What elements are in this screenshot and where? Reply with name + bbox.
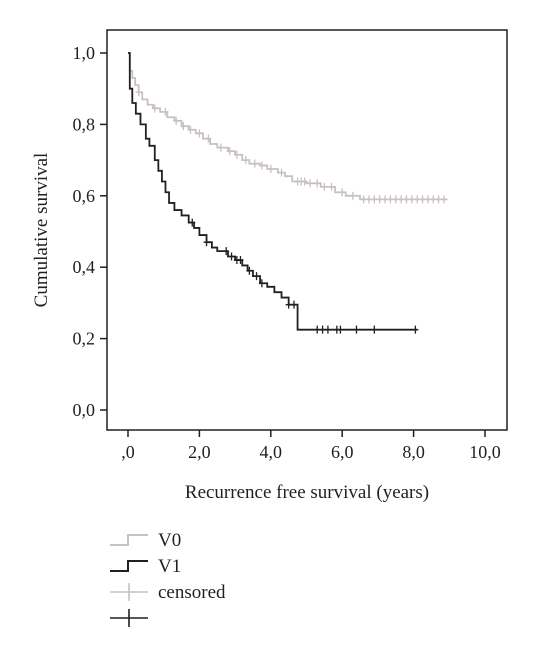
censor-mark xyxy=(223,247,230,256)
x-axis-ticks: ,0 2,0 4,0 6,0 8,0 10,0 xyxy=(121,430,501,462)
censor-mark xyxy=(217,143,224,152)
censor-mark xyxy=(398,195,405,204)
censor-mark xyxy=(403,195,410,204)
censor-mark xyxy=(321,182,328,191)
censor-mark xyxy=(412,325,419,334)
plot-area: ,0 2,0 4,0 6,0 8,0 10,0 0,0 0,2 0,4 0,6 0,8 1,0 xyxy=(73,29,508,462)
x-tick-label: 4,0 xyxy=(260,442,283,462)
y-tick-label: 0,8 xyxy=(73,114,96,134)
censor-mark xyxy=(328,182,335,191)
censor-mark xyxy=(301,177,308,186)
censor-mark xyxy=(253,272,260,281)
x-tick-label: 6,0 xyxy=(331,442,354,462)
legend-step-v0 xyxy=(110,534,148,546)
censor-mark xyxy=(360,195,367,204)
censor-mark xyxy=(435,195,442,204)
censor-mark xyxy=(285,300,292,309)
censor-mark xyxy=(324,325,331,334)
x-tick-label: 2,0 xyxy=(188,442,211,462)
censor-mark xyxy=(180,122,187,131)
x-tick-label: 8,0 xyxy=(402,442,425,462)
censor-mark xyxy=(196,129,203,138)
censor-mark xyxy=(258,161,265,170)
censor-mark xyxy=(173,116,180,125)
censor-mark xyxy=(408,195,415,204)
censor-mark xyxy=(339,188,346,197)
censor-mark xyxy=(392,195,399,204)
censor-mark xyxy=(376,195,383,204)
censor-mark xyxy=(251,159,258,168)
y-tick-label: 0,6 xyxy=(73,186,96,206)
legend-censor-mark xyxy=(110,583,148,601)
censor-mark xyxy=(319,325,326,334)
x-tick-label: 10,0 xyxy=(469,442,501,462)
censor-mark xyxy=(371,195,378,204)
censor-mark xyxy=(162,107,169,116)
censor-mark xyxy=(151,104,158,113)
censor-mark xyxy=(430,195,437,204)
censor-mark xyxy=(387,195,394,204)
censor-mark xyxy=(382,195,389,204)
censor-mark xyxy=(337,325,344,334)
censor-mark xyxy=(314,179,321,188)
censor-mark xyxy=(424,195,431,204)
censor-mark xyxy=(246,266,253,275)
censor-mark xyxy=(414,195,421,204)
censor-mark xyxy=(187,125,194,134)
censor-mark xyxy=(237,256,244,265)
censor-mark xyxy=(226,147,233,156)
survival-line-v0 xyxy=(128,52,448,201)
legend-step-v1 xyxy=(110,560,148,572)
censor-mark xyxy=(203,238,210,247)
censor-mark xyxy=(278,168,285,177)
y-tick-label: 0,2 xyxy=(73,329,96,349)
series-layer xyxy=(128,52,448,334)
plot-frame xyxy=(106,29,508,431)
censor-mark xyxy=(228,252,235,261)
y-axis-ticks: 0,0 0,2 0,4 0,6 0,8 1,0 xyxy=(73,43,107,420)
censor-mark xyxy=(440,195,447,204)
legend-censor-mark xyxy=(110,609,148,627)
censor-mark xyxy=(242,156,249,165)
censor-mark xyxy=(353,325,360,334)
series-v0 xyxy=(128,52,448,204)
legend-label: V0 xyxy=(158,530,181,551)
censor-mark xyxy=(349,191,356,200)
censor-mark xyxy=(205,134,212,143)
survival-line-v1 xyxy=(128,52,418,331)
legend-label: V1 xyxy=(158,556,181,577)
censor-mark xyxy=(258,279,265,288)
censor-mark xyxy=(135,88,142,97)
x-tick-label: ,0 xyxy=(121,442,135,462)
censor-mark xyxy=(291,300,298,309)
series-v1 xyxy=(128,52,419,334)
censor-mark xyxy=(189,218,196,227)
legend: V0 V1 censored xyxy=(110,530,226,627)
censor-mark xyxy=(314,325,321,334)
censor-mark xyxy=(267,165,274,174)
censor-mark xyxy=(419,195,426,204)
y-axis-label: Cumulative survival xyxy=(31,153,52,308)
x-axis-label: Recurrence free survival (years) xyxy=(185,482,429,503)
censor-mark xyxy=(233,150,240,159)
legend-label: censored xyxy=(158,582,226,603)
y-tick-label: 1,0 xyxy=(73,43,96,63)
y-tick-label: 0,4 xyxy=(73,257,96,277)
censor-mark xyxy=(307,179,314,188)
y-tick-label: 0,0 xyxy=(73,400,96,420)
censor-mark xyxy=(371,325,378,334)
censor-mark xyxy=(365,195,372,204)
